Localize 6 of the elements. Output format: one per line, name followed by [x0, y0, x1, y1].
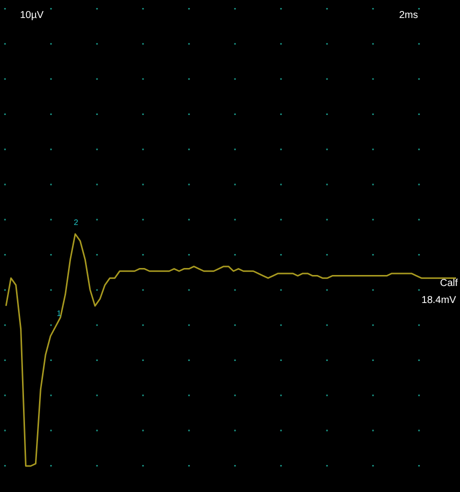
annotation: 1: [56, 309, 62, 318]
text: 10µV: [20, 10, 44, 21]
text: 2ms: [399, 10, 418, 21]
annotation: Calf: [440, 278, 458, 289]
text: 2: [74, 218, 79, 227]
annotation: 18.4mV: [422, 295, 456, 306]
